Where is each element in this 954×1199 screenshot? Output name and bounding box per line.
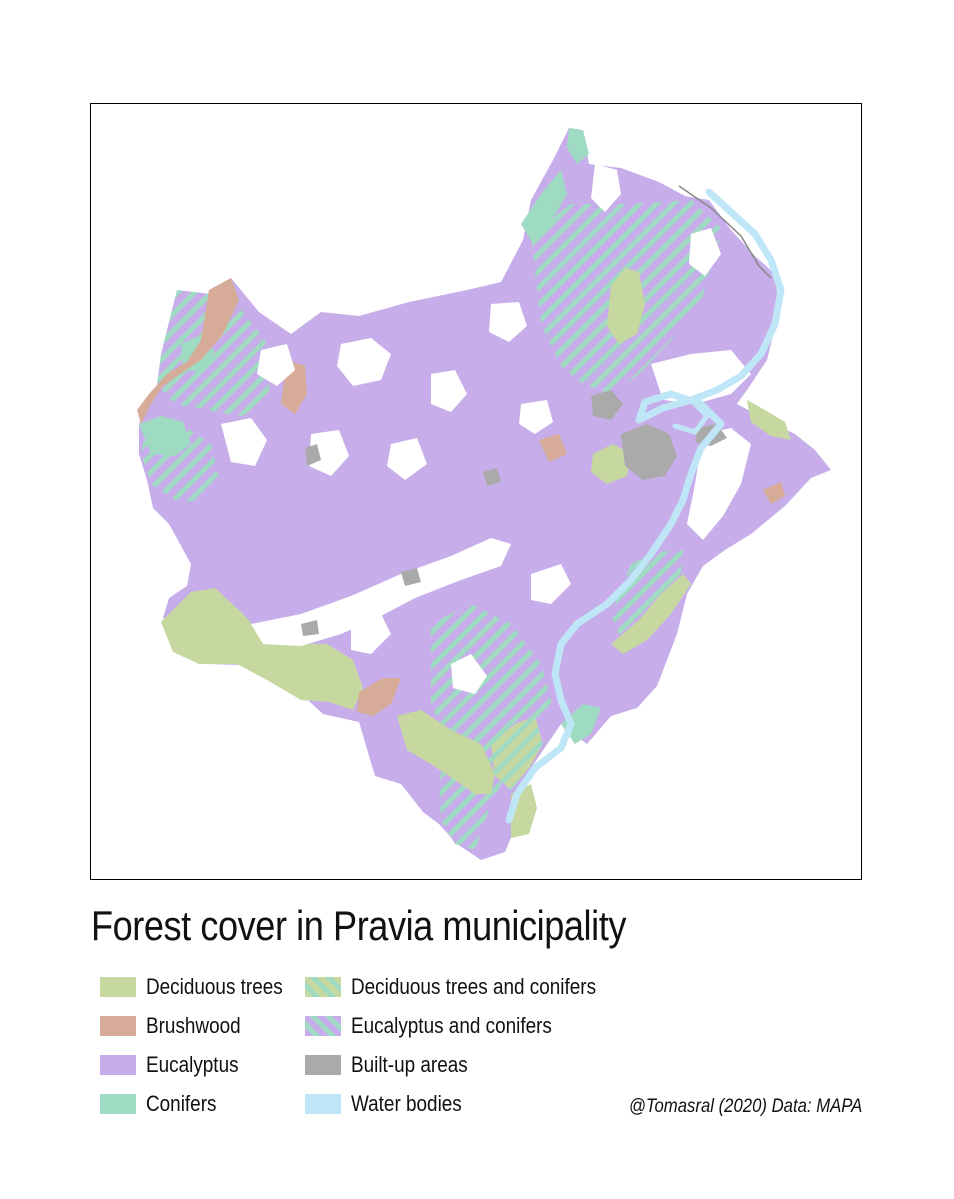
map-title: Forest cover in Pravia municipality xyxy=(91,902,626,949)
builtup-southwest xyxy=(301,620,319,636)
eucalyptus-conifers-east xyxy=(611,550,683,634)
legend-item-builtup: Built-up areas xyxy=(305,1052,487,1078)
river-loop xyxy=(672,397,711,435)
legend-item-eucalyptus: Eucalyptus xyxy=(100,1052,254,1078)
builtup-west xyxy=(305,444,321,466)
legend-label: Conifers xyxy=(146,1091,217,1116)
legend-item-deciduous-conifers: Deciduous trees and conifers xyxy=(305,974,636,1000)
builtup-swatch-icon xyxy=(305,1055,341,1075)
open-land-center-5 xyxy=(489,302,527,342)
open-land-center-4 xyxy=(309,430,349,476)
legend-label: Eucalyptus xyxy=(146,1052,239,1077)
brushwood-south xyxy=(357,678,401,716)
eucalyptus-conifers-swatch-icon xyxy=(305,1016,341,1036)
brushwood-west xyxy=(137,278,239,424)
open-land-south-3 xyxy=(451,654,487,694)
map-panel[interactable] xyxy=(90,103,862,880)
deciduous-center xyxy=(591,444,631,484)
legend-item-brushwood: Brushwood xyxy=(100,1013,256,1039)
legend-item-conifers: Conifers xyxy=(100,1091,228,1117)
deciduous-south xyxy=(397,710,495,794)
legend-label: Eucalyptus and conifers xyxy=(351,1013,552,1038)
legend-label: Water bodies xyxy=(351,1091,462,1116)
deciduous-swatch-icon xyxy=(100,977,136,997)
open-land-corridor xyxy=(251,538,511,646)
water-swatch-icon xyxy=(305,1094,341,1114)
legend-label: Deciduous trees and conifers xyxy=(351,974,597,999)
builtup-north-town xyxy=(591,390,623,420)
open-land-south-2 xyxy=(531,564,571,604)
legend-item-deciduous: Deciduous trees xyxy=(100,974,305,1000)
legend-item-water: Water bodies xyxy=(305,1091,480,1117)
brushwood-center xyxy=(539,434,567,462)
conifers-swatch-icon xyxy=(100,1094,136,1114)
open-land-north-1 xyxy=(591,164,621,212)
conifers-northtip xyxy=(567,128,589,164)
deciduous-east-strip xyxy=(747,400,791,440)
open-land-northeast xyxy=(651,350,751,404)
deciduous-southwest xyxy=(161,588,363,710)
conifers-west xyxy=(139,416,191,456)
open-land-north-2 xyxy=(689,228,721,276)
legend-item-eucalyptus-conifers: Eucalyptus and conifers xyxy=(305,1013,585,1039)
open-land-center-8 xyxy=(519,400,553,434)
legend: Deciduous trees Brushwood Eucalyptus Con… xyxy=(100,974,660,1134)
deciduous-north-patch xyxy=(607,268,645,344)
open-land-center-1 xyxy=(337,338,391,386)
deciduous-river-strip xyxy=(611,574,691,654)
nalon-river xyxy=(505,188,785,824)
open-land-east xyxy=(687,428,751,540)
pravia-map[interactable] xyxy=(91,104,862,880)
brushwood-swatch-icon xyxy=(100,1016,136,1036)
main-road xyxy=(678,185,772,279)
conifers-southeast xyxy=(561,704,601,744)
open-land-center-3 xyxy=(221,418,267,466)
deciduous-conifers-swatch-icon xyxy=(305,977,341,997)
legend-label: Brushwood xyxy=(146,1013,241,1038)
eucalyptus-swatch-icon xyxy=(100,1055,136,1075)
builtup-center xyxy=(401,568,421,586)
open-land-center-2 xyxy=(431,370,467,412)
builtup-pravia-town xyxy=(621,424,677,480)
conifers-north xyxy=(521,170,567,244)
brushwood-east xyxy=(763,482,785,504)
source-credit: @Tomasral (2020) Data: MAPA xyxy=(628,1096,862,1117)
builtup-mid xyxy=(483,468,501,486)
deciduous-conifers-area xyxy=(491,716,543,790)
legend-label: Deciduous trees xyxy=(146,974,283,999)
open-land-south-1 xyxy=(351,614,391,654)
open-land-center-6 xyxy=(257,344,295,386)
legend-label: Built-up areas xyxy=(351,1052,468,1077)
open-land-center-7 xyxy=(387,438,427,480)
